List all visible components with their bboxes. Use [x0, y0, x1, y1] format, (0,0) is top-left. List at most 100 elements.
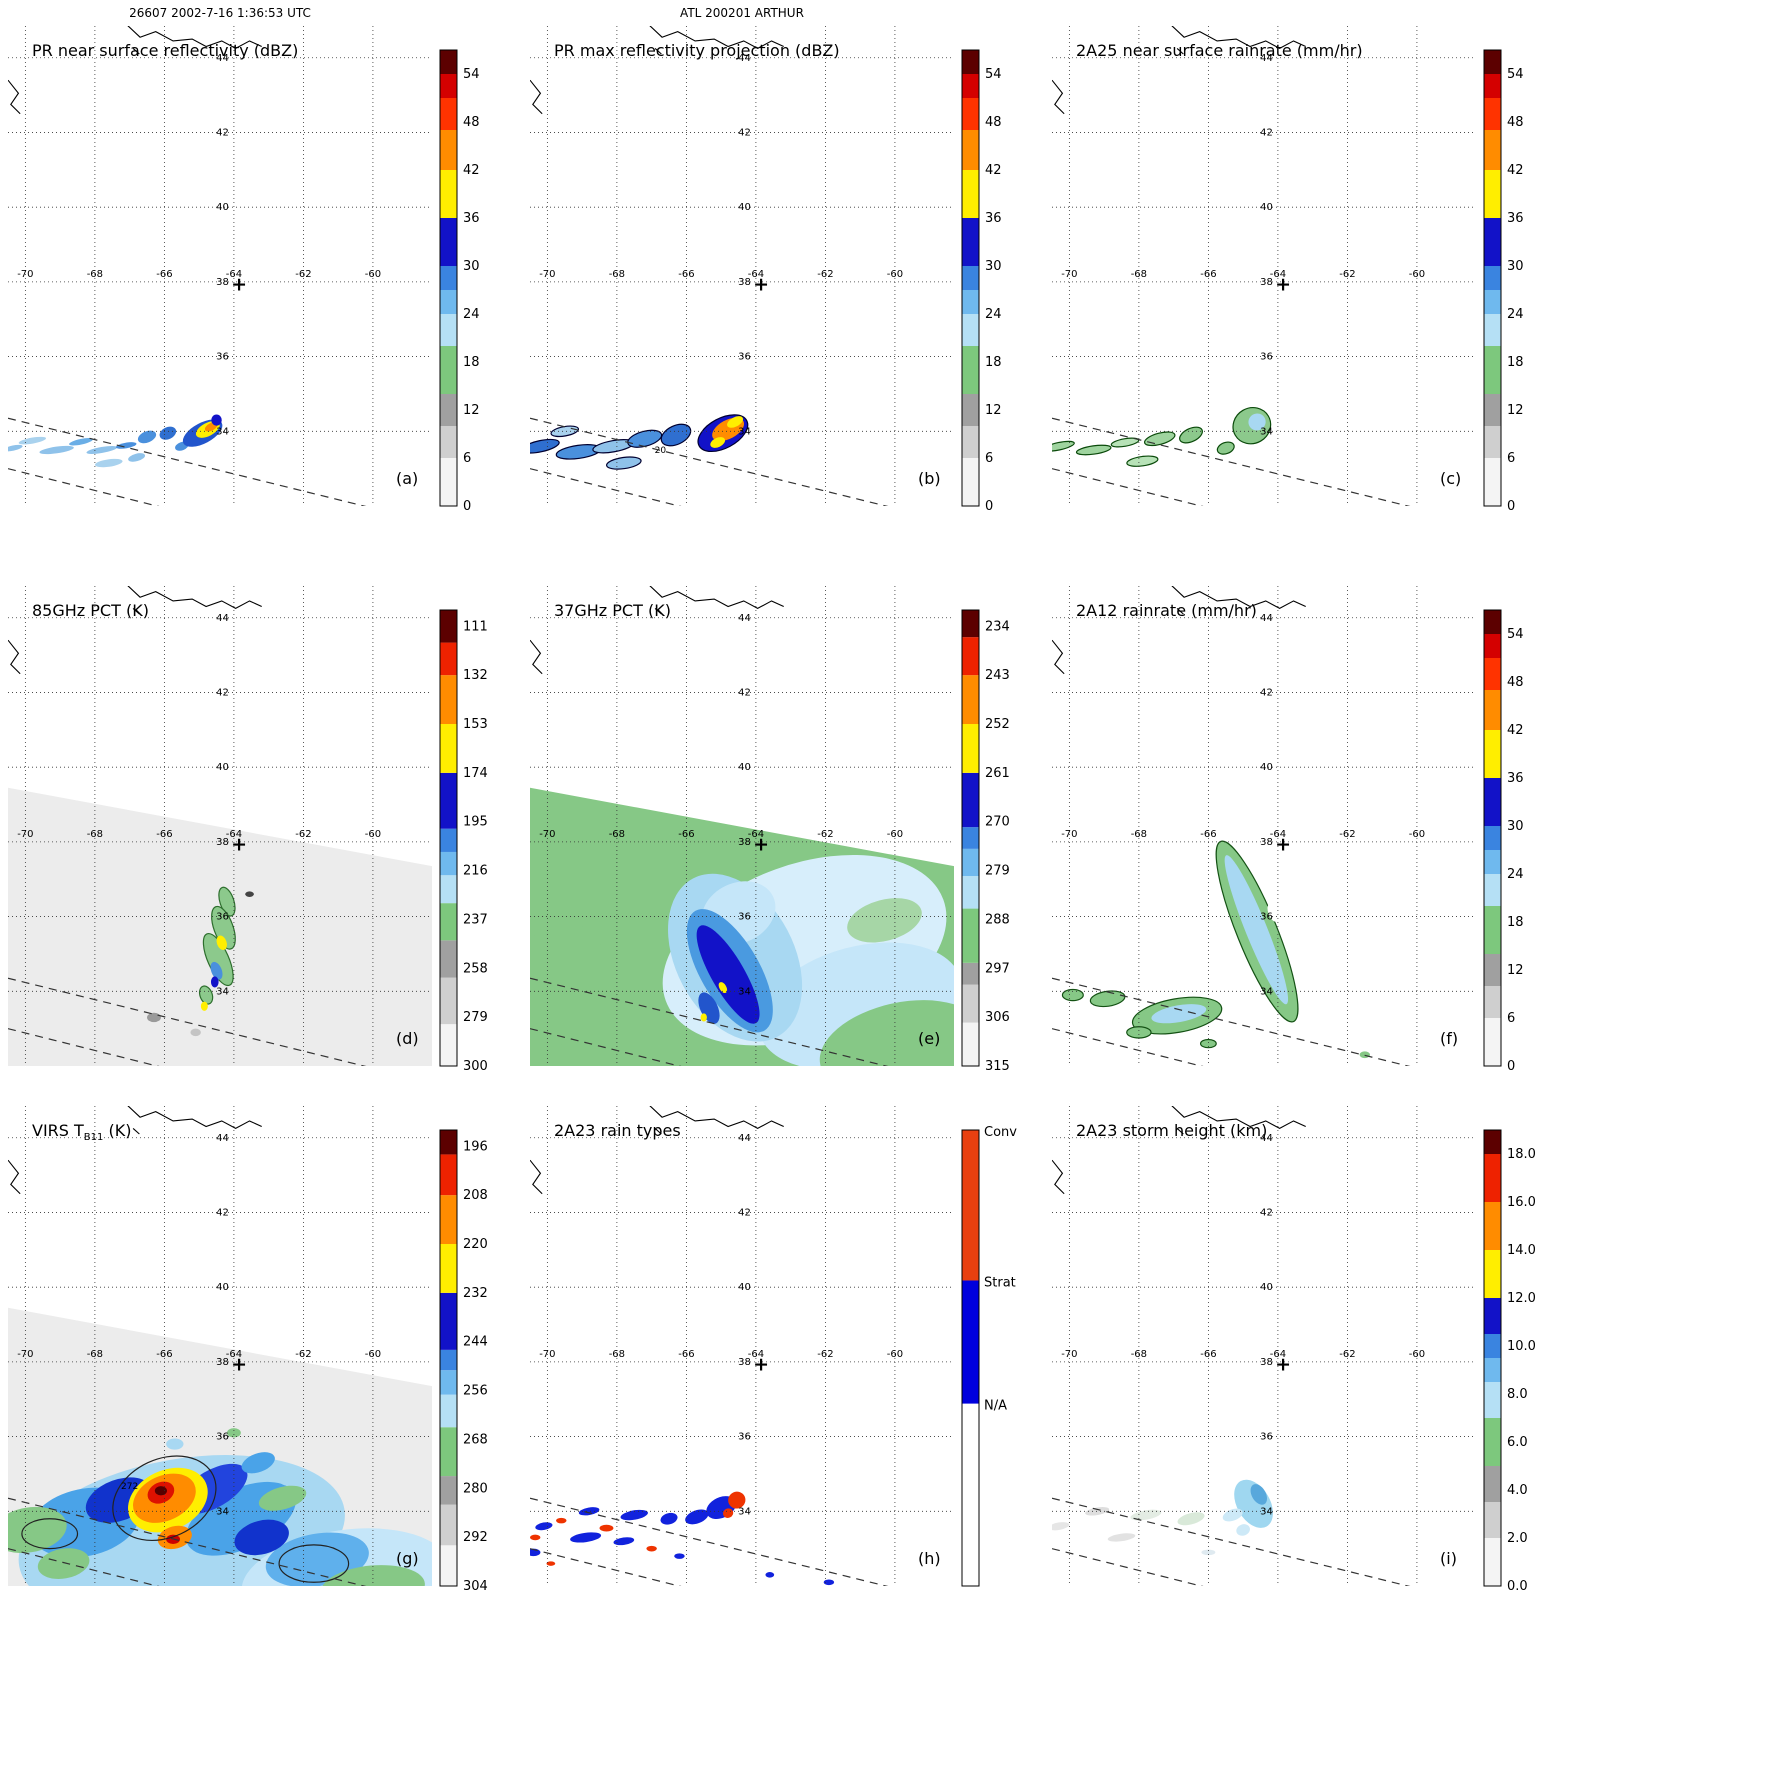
panel-b-letter: (b) [918, 469, 941, 488]
colorbar-tick-label: 24 [463, 307, 480, 322]
data-blob [226, 1428, 241, 1438]
colorbar-tick-label: 42 [463, 163, 480, 178]
storm-center-marker: + [231, 833, 247, 855]
colorbar-tick-label: 234 [985, 619, 1010, 634]
colorbar-tick-label: 174 [463, 766, 488, 781]
colorbar-tick-label: 8.0 [1507, 1387, 1528, 1402]
lon-tick-label: -60 [365, 1349, 381, 1360]
data-blob [1179, 426, 1203, 444]
data-blob [1267, 904, 1278, 922]
colorbar-tick-label: 54 [463, 67, 480, 82]
panel-f: -70 -68 -66 -64 -62 -60 34 36 38 40 42 44 +2A12 rain… [1044, 578, 1566, 1123]
coastline [8, 639, 21, 675]
contour-label: 20 [655, 446, 667, 456]
panel-d-letter: (d) [396, 1029, 419, 1048]
panel-a-colorbar: 0 6 12 18 24 30 36 42 48 54 [439, 49, 480, 514]
panel-i-colorbar: 0.0 2.0 4.0 6.0 8.0 10.0 12.0 14.0 16.0 18.0 [1483, 1129, 1536, 1594]
panel-a-letter: (a) [396, 469, 418, 488]
coastline [132, 1128, 140, 1135]
lat-tick-label: 34 [216, 986, 229, 997]
lon-tick-label: -68 [609, 1349, 625, 1360]
colorbar-tick-label: 196 [463, 1139, 488, 1154]
data-blob [660, 423, 692, 447]
panel-h-map: -70 -68 -66 -64 -62 -60 34 36 38 40 42 44 +2A23 rain… [530, 1106, 1017, 1587]
colorbar-tick-label: 18 [1507, 355, 1524, 370]
colorbar-tick-label: 36 [985, 211, 1002, 226]
data-blob [819, 1000, 954, 1066]
lat-tick-label: 36 [216, 912, 229, 923]
lat-tick-label: 44 [1260, 1133, 1273, 1144]
data-blob [1177, 1512, 1205, 1526]
lon-tick-label: -62 [817, 1349, 833, 1360]
lat-tick-label: 42 [216, 1207, 229, 1218]
lat-tick-label: 42 [738, 127, 751, 138]
lon-tick-label: -66 [1200, 829, 1216, 840]
data-blob [823, 1579, 835, 1586]
colorbar-tick-label: 306 [985, 1010, 1010, 1025]
colorbar-tick-label: 232 [463, 1286, 488, 1301]
lon-tick-label: -70 [539, 1349, 555, 1360]
data-blob [1151, 1004, 1207, 1024]
coastline [530, 639, 543, 675]
data-blob [765, 1571, 775, 1578]
coastline [530, 79, 543, 115]
swath-edge-line [530, 1497, 889, 1586]
colorbar-tick-label: 24 [985, 307, 1002, 322]
coastline [1052, 79, 1065, 115]
data-blob [166, 1438, 184, 1450]
data-blob [147, 1012, 161, 1023]
lon-tick-label: -60 [1409, 1349, 1425, 1360]
lat-tick-label: 42 [1260, 1207, 1273, 1218]
data-blob [245, 891, 254, 897]
panel-i-map: -70 -68 -66 -64 -62 -60 34 36 38 40 42 44 +2A23 stor… [1052, 1106, 1536, 1594]
coastline [1171, 586, 1306, 610]
panel-e-map: -70 -68 -66 -64 -62 -60 34 36 38 40 42 44 +37GHz PCT… [530, 586, 1010, 1074]
panel-f-colorbar: 0 6 12 18 24 30 36 42 48 54 [1483, 609, 1524, 1074]
colorbar-tick-label: 18 [1507, 915, 1524, 930]
data-blob [722, 1508, 734, 1518]
lon-tick-label: -66 [678, 269, 694, 280]
lat-tick-label: 38 [1260, 837, 1273, 848]
lat-tick-label: 44 [216, 613, 229, 624]
data-blob [696, 925, 760, 1024]
data-blob [530, 1534, 541, 1541]
lon-tick-label: -64 [1270, 269, 1286, 280]
colorbar-tick-label: 30 [463, 259, 480, 274]
colorbar-tick-label: 30 [1507, 259, 1524, 274]
lat-tick-label: 40 [1260, 762, 1273, 773]
lon-tick-label: -70 [1061, 829, 1077, 840]
colorbar-tick-label: 288 [985, 912, 1010, 927]
lat-tick-label: 36 [1260, 912, 1273, 923]
lon-tick-label: -64 [1270, 1349, 1286, 1360]
panel-d-map: -70 -68 -66 -64 -62 -60 34 36 38 40 42 44 +85GHz PCT… [8, 586, 488, 1074]
data-blob [216, 935, 227, 950]
panel-g-letter: (g) [396, 1549, 419, 1568]
colorbar-tick-label: 48 [985, 115, 1002, 130]
lat-tick-label: 36 [738, 912, 751, 923]
data-blob [1143, 431, 1176, 447]
panel-f-map: -70 -68 -66 -64 -62 -60 34 36 38 40 42 44 +2A12 rain… [1052, 586, 1524, 1074]
coastline [649, 26, 784, 50]
coastline [654, 1128, 662, 1135]
colorbar-tick-label: 280 [463, 1481, 488, 1496]
panel-g-colorbar: 196 208 220 232 244 256 268 280 292 304 [439, 1129, 488, 1594]
data-blob [718, 982, 728, 994]
lat-tick-label: 44 [738, 613, 751, 624]
panel-e-letter: (e) [918, 1029, 940, 1048]
data-blob [1236, 1524, 1250, 1536]
panel-a-title: PR near surface reflectivity (dBZ) [32, 41, 298, 60]
lon-tick-label: -68 [1131, 829, 1147, 840]
colorbar-tick-label: 42 [1507, 163, 1524, 178]
orbit-timestamp-header: 26607 2002-7-16 1:36:53 UTC [129, 6, 311, 20]
data-blob [279, 1469, 307, 1486]
colorbar-tick-label: 6.0 [1507, 1435, 1528, 1450]
lon-tick-label: -60 [365, 269, 381, 280]
colorbar-tick-label: 0.0 [1507, 1579, 1528, 1594]
data-blob [556, 1517, 567, 1524]
lat-tick-label: 42 [1260, 687, 1273, 698]
data-blob [115, 442, 137, 449]
data-blob [198, 985, 214, 1005]
panel-e-title: 37GHz PCT (K) [554, 601, 671, 620]
data-blob [37, 1548, 90, 1579]
